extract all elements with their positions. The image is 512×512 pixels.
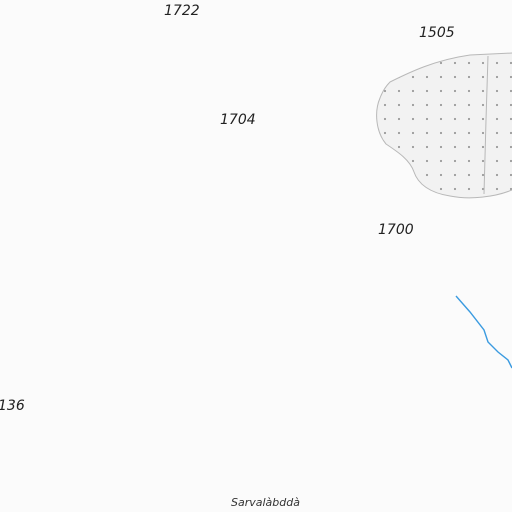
spot-height-label: 136 — [0, 399, 25, 413]
place-name-label: Sarvalàbddà — [231, 497, 300, 508]
stream-line — [456, 296, 512, 368]
glacier-area — [377, 53, 512, 198]
glacier-dot-pattern — [377, 53, 512, 198]
spot-height-label: 1722 — [164, 4, 200, 18]
spot-height-label: 1700 — [378, 223, 414, 237]
spot-height-label: 1505 — [419, 26, 455, 40]
spot-height-label: 1704 — [220, 113, 256, 127]
